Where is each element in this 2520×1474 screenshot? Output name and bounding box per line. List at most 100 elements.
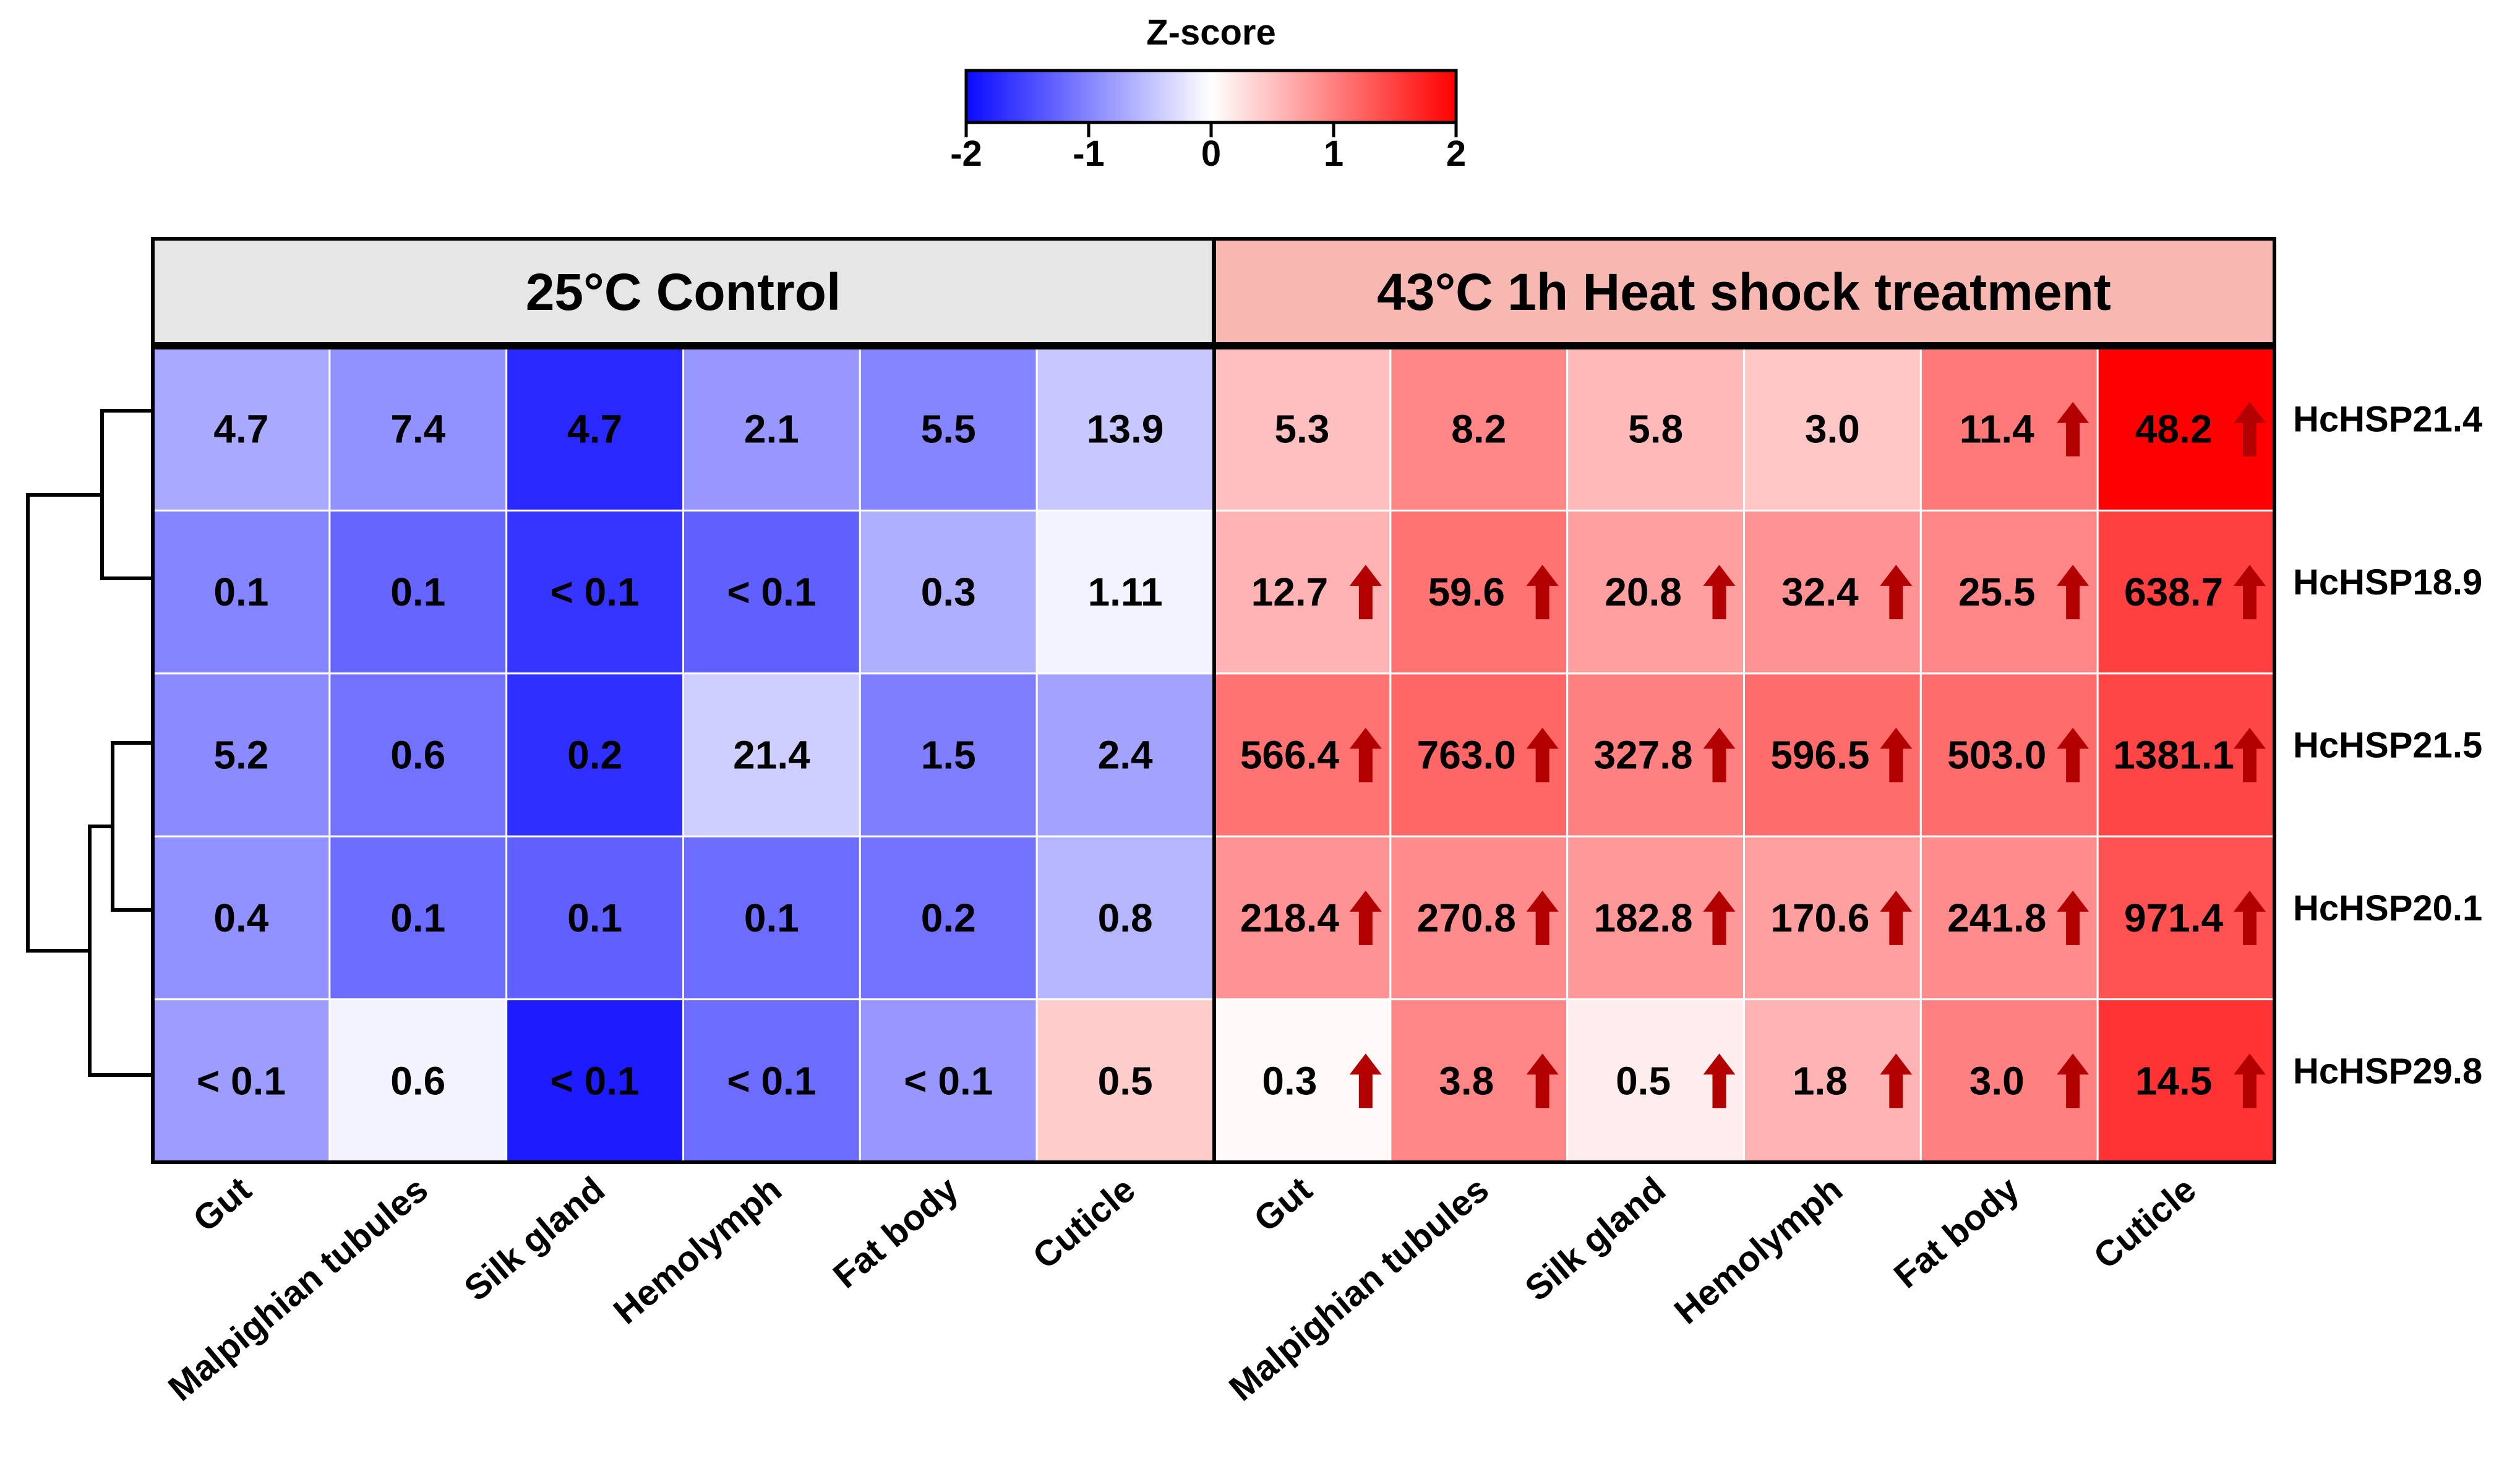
cell-value: 0.8 (1098, 896, 1153, 940)
up-arrow-icon (2233, 1053, 2266, 1108)
cell-value: 0.4 (213, 896, 268, 940)
heatmap-cell (682, 835, 861, 1001)
dendrogram-branch-cluster-hsp29.8 (88, 825, 153, 1077)
row-label: HcHSP21.4 (2293, 400, 2482, 440)
colorbar-gradient (964, 69, 1458, 124)
heatmap-cell (505, 509, 685, 675)
column-label: Gut (1246, 1169, 1319, 1240)
cell-value: < 0.1 (727, 1058, 816, 1103)
up-arrow-icon (2233, 727, 2266, 782)
cell-value: 0.5 (1616, 1058, 1671, 1103)
heatmap-cell (682, 509, 861, 675)
dendrogram-branch-hsp21.5-hsp20.1 (111, 741, 153, 912)
cell-value: 5.2 (213, 733, 268, 778)
dendrogram-root (26, 493, 102, 953)
cell-value: 25.5 (1958, 570, 2036, 614)
colorbar-tick-label: 2 (1446, 134, 1466, 174)
cell-value: < 0.1 (904, 1058, 993, 1103)
heatmap-cell (682, 998, 861, 1163)
up-arrow-icon (2057, 565, 2089, 620)
up-arrow-icon (1526, 890, 1559, 945)
column-label: Hemolymph (1667, 1169, 1850, 1332)
cell-value: 0.1 (213, 570, 268, 614)
colorbar-tick-label: 0 (1201, 134, 1221, 174)
up-arrow-icon (1880, 890, 1913, 945)
cell-value: < 0.1 (551, 1058, 640, 1103)
column-label: Fat body (1887, 1169, 2027, 1296)
cell-value: 566.4 (1240, 733, 1340, 778)
up-arrow-icon (2057, 1053, 2089, 1108)
cell-value: 3.0 (1805, 407, 1860, 452)
condition-header-label: 43°C 1h Heat shock treatment (1377, 263, 2111, 321)
heatmap-cell (1035, 998, 1215, 1163)
cell-value: 59.6 (1428, 570, 1505, 614)
cell-value: 0.1 (390, 896, 445, 940)
heatmap-cell (328, 509, 508, 675)
cell-value: < 0.1 (197, 1058, 286, 1103)
up-arrow-icon (1349, 890, 1382, 945)
cell-value: 12.7 (1251, 570, 1329, 614)
cell-value: 2.4 (1098, 733, 1153, 778)
heatmap-cells (152, 346, 2276, 1163)
heatmap-cell (328, 998, 508, 1163)
heatmap-cell (1035, 672, 1215, 838)
colorbar-tick-label: -1 (1073, 134, 1105, 174)
heatmap-cell (1389, 346, 1569, 512)
cell-value: 0.2 (921, 896, 976, 940)
colorbar: Z-score -2 -1 0 1 2 (950, 12, 1466, 174)
heatmap-cell (1035, 835, 1215, 1001)
up-arrow-icon (1526, 565, 1559, 620)
cell-value: 32.4 (1781, 570, 1859, 614)
up-arrow-icon (1349, 727, 1382, 782)
up-arrow-icon (1703, 565, 1736, 620)
cell-value: 270.8 (1417, 896, 1516, 940)
heatmap-cell (859, 672, 1038, 838)
heatmap-cell (1035, 509, 1215, 675)
heatmap-cell (859, 998, 1038, 1163)
cell-value: 5.5 (921, 407, 976, 452)
cell-value: 0.1 (567, 896, 622, 940)
row-label: HcHSP21.5 (2293, 726, 2482, 766)
cell-value: 182.8 (1593, 896, 1692, 940)
colorbar-title: Z-score (1146, 12, 1276, 53)
cell-value: 0.2 (567, 733, 622, 778)
cell-value: 971.4 (2124, 896, 2224, 940)
row-label: HcHSP20.1 (2293, 888, 2482, 928)
cell-value: 8.2 (1451, 407, 1506, 452)
up-arrow-icon (1880, 727, 1913, 782)
condition-header-label: 25°C Control (526, 263, 841, 321)
cell-value: 3.0 (1969, 1058, 2025, 1103)
cell-value: 0.3 (921, 570, 976, 614)
up-arrow-icon (1526, 727, 1559, 782)
cell-value: 11.4 (1960, 407, 2034, 452)
up-arrow-icon (1526, 1053, 1559, 1108)
cell-value: 218.4 (1240, 896, 1340, 940)
cell-value: 13.9 (1087, 407, 1164, 452)
up-arrow-icon (1703, 727, 1736, 782)
heatmap-cell-labels: 4.7 7.4 4.7 2.1 5.5 13.9 5.3 8.2 5.8 3.0 11.4 48.2 0… (197, 407, 2234, 1103)
heatmap-cell (859, 509, 1038, 675)
up-arrow-icon (2233, 890, 2266, 945)
column-label: Hemolymph (606, 1169, 789, 1332)
up-arrow-icon (1349, 1053, 1382, 1108)
cell-value: 0.6 (390, 733, 445, 778)
heatmap-cell (328, 346, 508, 512)
up-arrow-icon (1880, 1053, 1913, 1108)
dendrogram-branch-hsp21.4-hsp18.9 (100, 409, 153, 580)
up-arrow-icon (1703, 1053, 1736, 1108)
heatmap-cell (859, 346, 1038, 512)
heatmap-cell (505, 672, 685, 838)
heatmap-cell (152, 998, 331, 1163)
colorbar-tick-label: 1 (1324, 134, 1344, 174)
cell-value: 4.7 (567, 407, 622, 452)
cell-value: 4.7 (213, 407, 268, 452)
heatmap-cell (1566, 346, 1746, 512)
cell-value: 3.8 (1439, 1058, 1494, 1103)
column-label: Cuticle (2086, 1169, 2204, 1277)
cell-value: 241.8 (1947, 896, 2046, 940)
cell-value: 596.5 (1770, 733, 1869, 778)
up-arrow-icon (2233, 401, 2266, 456)
colorbar-tick-label: -2 (950, 134, 982, 174)
